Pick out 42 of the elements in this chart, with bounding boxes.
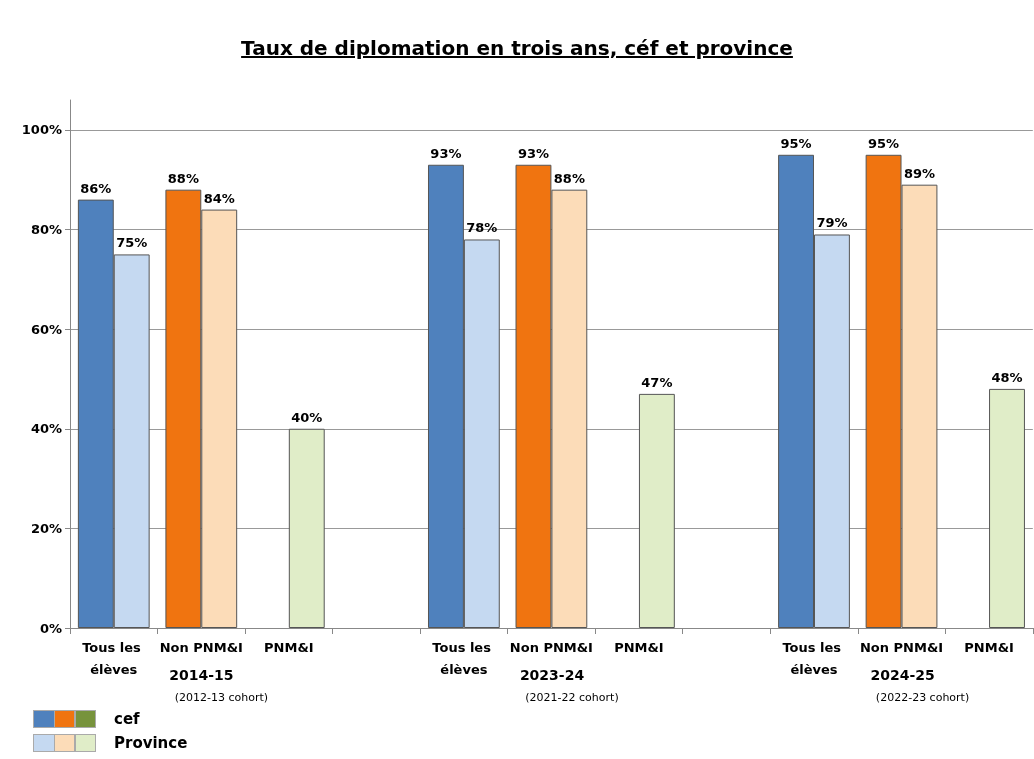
- x-tick-label: PNM&I: [964, 639, 1014, 655]
- text: (2012-13 cohort): [174, 691, 269, 704]
- data-label: 89%: [903, 165, 936, 181]
- x-tick-label: Non PNM&I: [859, 639, 944, 655]
- text: 2024-25: [870, 667, 935, 683]
- x-tick-label: Non PNM&I: [159, 639, 243, 655]
- x-tick-label: Non PNM&I: [509, 639, 593, 655]
- data-label: 95%: [868, 135, 900, 151]
- data-label: 93%: [430, 145, 462, 161]
- text: (2022-23 cohort): [875, 691, 970, 704]
- x-tick-label: Tous les élèves: [782, 639, 846, 677]
- y-tick-label: 100%: [21, 122, 62, 138]
- y-tick-label: 60%: [30, 321, 62, 337]
- text: 2014-15: [169, 667, 234, 683]
- data-label: 78%: [466, 220, 498, 236]
- x-tick-label: PNM&I: [264, 639, 314, 655]
- data-label: 47%: [641, 374, 673, 390]
- x-tick-label: Tous les élèves: [432, 639, 496, 677]
- y-tick-label: 20%: [30, 520, 62, 536]
- data-label: 95%: [780, 135, 812, 151]
- x-tick-label: Tous les élèves: [82, 639, 146, 677]
- chart-title: Taux de diplomation en trois ans, céf et province: [240, 36, 794, 60]
- text: (2021-22 cohort): [525, 691, 619, 704]
- data-label: 84%: [203, 190, 235, 206]
- bar: [638, 393, 675, 628]
- y-tick-label: 0%: [39, 620, 62, 636]
- data-label: 48%: [991, 369, 1023, 385]
- y-tick-label: 40%: [30, 421, 62, 437]
- legend-label: Province: [114, 734, 188, 752]
- data-label: 93%: [517, 145, 550, 161]
- y-tick-label: 80%: [30, 222, 62, 238]
- data-label: 88%: [167, 170, 199, 186]
- data-label: 75%: [116, 235, 148, 251]
- x-tick-label: PNM&I: [614, 639, 664, 655]
- data-label: 79%: [816, 215, 848, 231]
- bar: [989, 388, 1025, 628]
- data-label: 40%: [291, 409, 323, 425]
- data-label: 86%: [80, 180, 112, 196]
- data-label: 88%: [553, 170, 585, 186]
- text: 2023-24: [519, 667, 585, 683]
- bar: [288, 428, 325, 628]
- legend-label: cef: [114, 710, 140, 728]
